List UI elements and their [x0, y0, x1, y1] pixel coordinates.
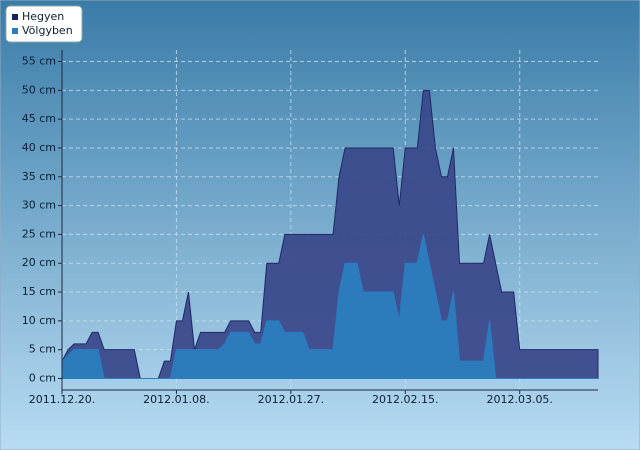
y-tick-label: 20 cm [22, 256, 56, 269]
y-tick-label: 25 cm [22, 227, 56, 240]
y-tick-label: 45 cm [22, 112, 56, 125]
y-tick-label: 35 cm [22, 170, 56, 183]
area [61, 234, 598, 379]
y-tick-label: 30 cm [22, 199, 56, 212]
x-tick-label: 2012.03.05. [486, 393, 552, 406]
x-tick-label: 2012.02.15. [372, 393, 438, 406]
legend-swatch [12, 14, 18, 20]
legend-label: Hegyen [22, 10, 64, 23]
x-tick-label: 2011.12.20. [29, 393, 95, 406]
y-tick-label: 5 cm [29, 343, 56, 356]
y-tick-label: 15 cm [22, 285, 56, 298]
legend-box [5, 5, 83, 43]
x-tick-label: 2012.01.27. [258, 393, 324, 406]
y-tick-label: 40 cm [22, 141, 56, 154]
x-tick-label: 2012.01.08. [143, 393, 209, 406]
y-tick-label: 55 cm [22, 55, 56, 68]
y-tick-label: 0 cm [29, 371, 56, 384]
legend-swatch [12, 28, 18, 34]
legend-label: Völgyben [22, 24, 73, 37]
y-tick-label: 50 cm [22, 83, 56, 96]
y-tick-label: 10 cm [22, 314, 56, 327]
